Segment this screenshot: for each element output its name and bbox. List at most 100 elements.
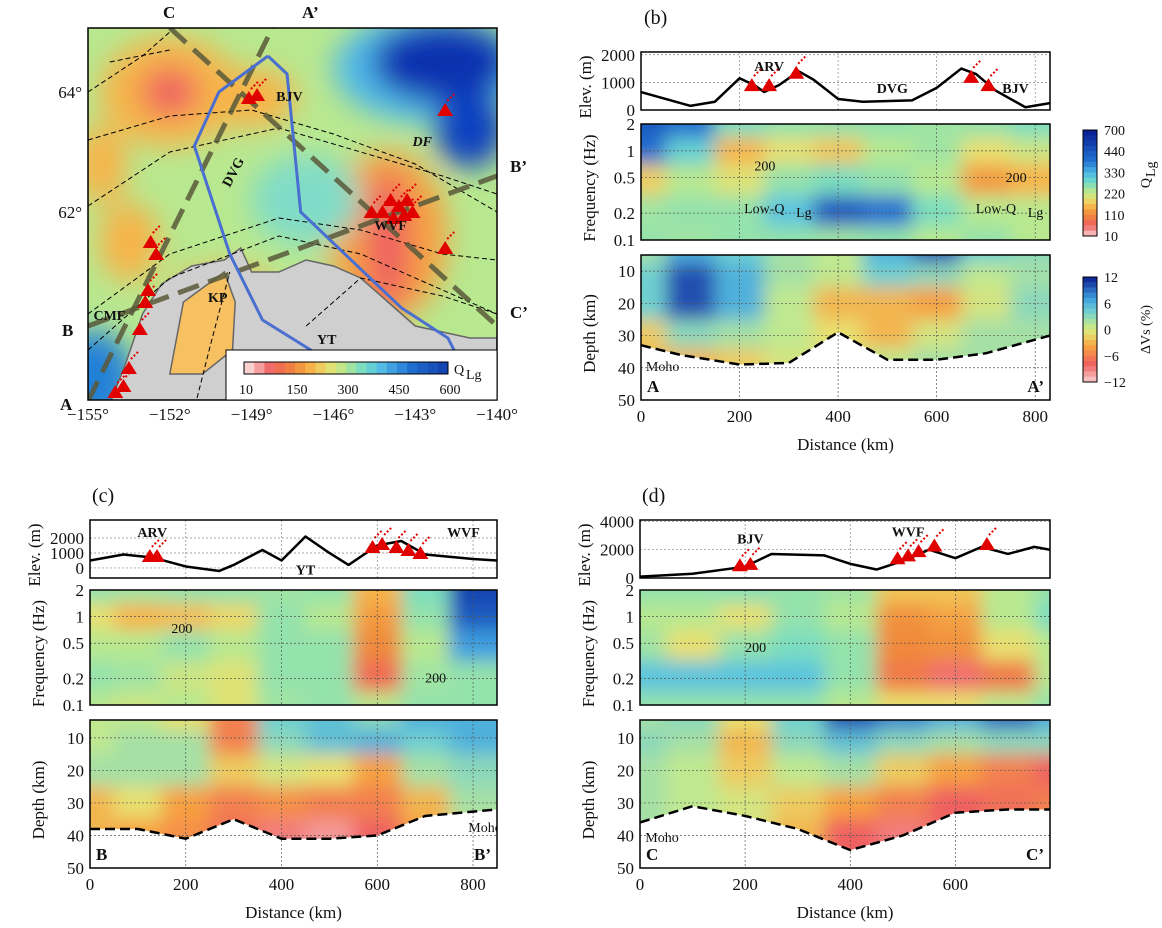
- profile-end-a: A: [60, 395, 73, 414]
- distance-tick-label: 200: [732, 875, 758, 894]
- heatmap-cell: [90, 590, 115, 605]
- heatmap-cell: [161, 691, 211, 705]
- heatmap-cell: [401, 590, 451, 605]
- heatmap-cell: [641, 287, 667, 321]
- heatmap-cell: [718, 603, 773, 631]
- colorbar-swatch: [1083, 371, 1097, 378]
- distance-tick-label: 600: [365, 875, 391, 894]
- moho-label: Moho: [646, 360, 679, 375]
- qlg-anomaly: [98, 202, 159, 282]
- depth-tick-label: 30: [67, 794, 84, 813]
- heatmap-cell: [353, 590, 403, 605]
- below-moho-mask: [640, 806, 1050, 868]
- heatmap-cell: [764, 195, 815, 228]
- heatmap-cell: [90, 720, 115, 731]
- elev-tick-label: 2000: [600, 541, 634, 560]
- heatmap-cell: [981, 660, 1036, 693]
- heatmap-cell: [449, 729, 497, 756]
- legend-tick: 150: [287, 383, 308, 398]
- heatmap-cell: [209, 603, 259, 631]
- elev-axis-label: Elev. (m): [25, 523, 44, 586]
- heatmap-cell: [876, 629, 931, 662]
- heatmap-cell: [257, 660, 307, 693]
- qlg-heatmap-c: 200 200: [90, 590, 497, 705]
- depth-tick-label: 30: [618, 327, 635, 346]
- volcano-triangle: [374, 205, 391, 218]
- heatmap-cell: [666, 590, 720, 605]
- heatmap-cell: [113, 754, 163, 788]
- legend-swatch: [315, 362, 326, 374]
- heatmap-cell: [961, 124, 1012, 139]
- legend-title-sub: Lg: [466, 368, 482, 383]
- elevation-label: DVG: [877, 82, 908, 97]
- volcano-triangle: [980, 78, 997, 92]
- eruption-plume: [391, 182, 402, 192]
- volcano-triangle: [363, 205, 380, 218]
- heatmap-cell: [1034, 754, 1050, 788]
- heatmap-cell: [823, 729, 878, 756]
- profile-end-b: B: [62, 321, 73, 340]
- eruption-plume: [408, 182, 418, 192]
- colorbar-swatch: [1083, 188, 1097, 195]
- heatmap-cell: [305, 754, 355, 788]
- legend-box: [225, 349, 498, 401]
- heatmap-cell: [113, 729, 163, 756]
- heatmap-cell: [981, 603, 1036, 631]
- volcano-triangle: [926, 538, 943, 552]
- volcano-icon: [400, 532, 420, 556]
- eruption-plume: [250, 80, 260, 90]
- heatmap-cell: [209, 629, 259, 662]
- heatmap-cell: [209, 660, 259, 693]
- heatmap-cell: [981, 691, 1036, 705]
- legend-tick: 600: [440, 383, 461, 398]
- qlg-anomaly: [434, 88, 497, 168]
- heatmap-cell: [666, 754, 720, 788]
- volcano-icon: [137, 284, 156, 308]
- heatmap-cell: [113, 691, 163, 705]
- heatmap-cell: [813, 263, 864, 289]
- freq-tick-label: 0.1: [63, 696, 84, 715]
- heatmap-cell: [401, 729, 451, 756]
- heatmap-cell: [665, 287, 716, 321]
- eruption-plume: [405, 197, 416, 207]
- heatmap-cell: [161, 660, 211, 693]
- heatmap-cell: [401, 660, 451, 693]
- depth-tick-label: 10: [618, 262, 635, 281]
- heatmap-cell: [209, 786, 259, 821]
- distance-tick-label: 400: [838, 875, 864, 894]
- volcano-icon: [900, 537, 919, 562]
- legend-swatch: [397, 362, 408, 374]
- heatmap-cell: [161, 629, 211, 662]
- eruption-plume: [421, 535, 432, 545]
- colorbar-swatch: [1083, 303, 1097, 309]
- heatmap-cell: [912, 137, 963, 166]
- profile-line: [88, 28, 276, 400]
- freq-tick-label: 0.5: [613, 634, 634, 653]
- heatmap-cell: [961, 226, 1012, 240]
- map-legend: 10 150 300 450 600 Q Lg: [225, 349, 498, 401]
- profile-end-label: A’: [1027, 377, 1044, 396]
- heatmap-cell: [912, 195, 963, 228]
- heatmap-cell: [764, 319, 815, 350]
- depth-tick-label: 10: [67, 729, 84, 748]
- colorbar-frame: [1082, 276, 1098, 383]
- volcano-icon: [374, 526, 393, 550]
- lat-tick-label: 62°: [58, 203, 82, 222]
- eruption-plume: [372, 194, 383, 204]
- vs-frame: [639, 719, 1051, 869]
- vs-frame: [640, 254, 1051, 401]
- heatmap-cell: [1034, 729, 1050, 756]
- colorbar-vs: 12 6 0 −6 −12 ΔVs (%): [1082, 271, 1154, 391]
- elev-tick-label: 0: [626, 569, 635, 588]
- eruption-plume: [935, 527, 946, 538]
- heatmap-cell: [929, 754, 983, 788]
- heatmap-cell: [641, 263, 667, 289]
- eruption-plume: [753, 67, 763, 77]
- heatmap-cell: [113, 590, 163, 605]
- heatmap-cell: [764, 226, 815, 240]
- qlg-anomaly: [372, 28, 497, 102]
- heatmap-cell: [641, 124, 667, 139]
- heatmap-cell: [714, 319, 766, 350]
- colorbar-tick-label: −12: [1104, 376, 1126, 391]
